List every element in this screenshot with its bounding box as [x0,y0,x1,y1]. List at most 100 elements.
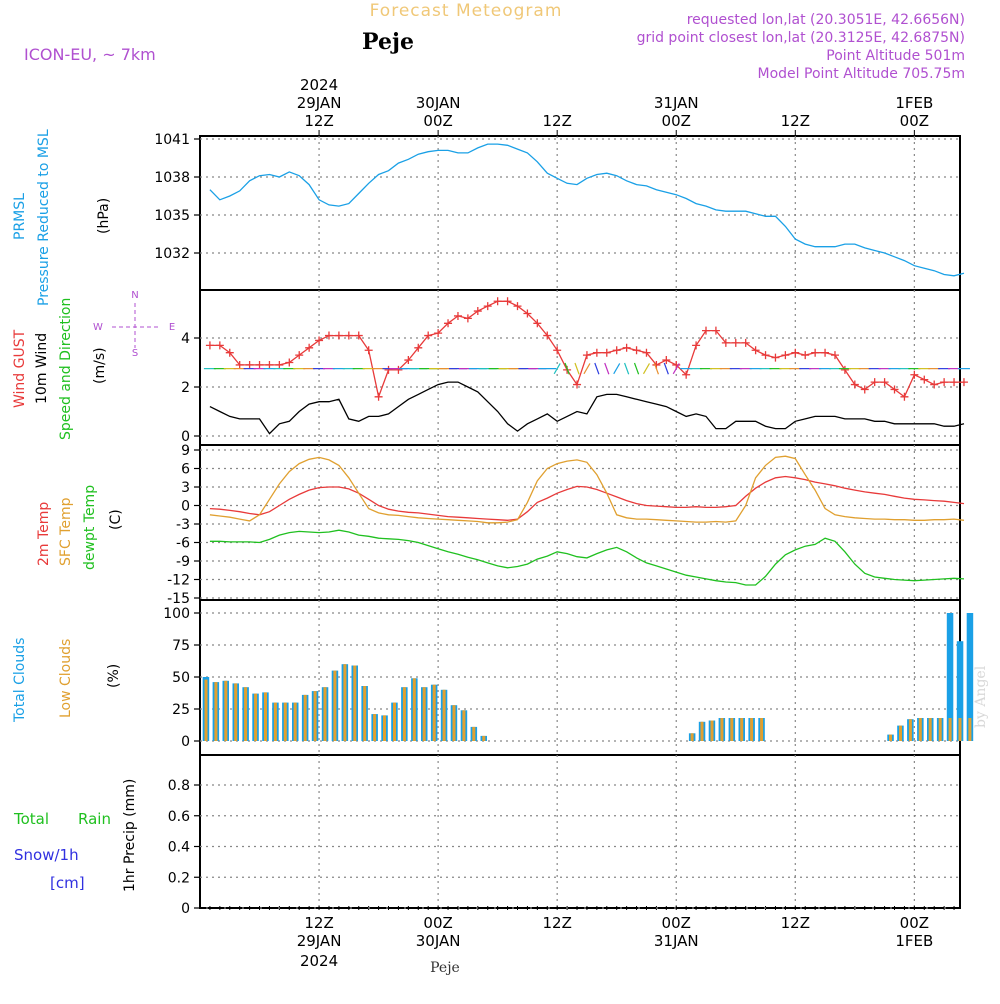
gust-marker [245,360,254,369]
cloud-bar [966,613,974,741]
gust-marker [592,348,601,357]
panel-frame [199,289,961,446]
gust-marker [880,378,889,387]
gust-marker [692,341,701,350]
cloud-bar [472,726,476,741]
cloud-bar [224,680,228,741]
bottom-time-hour: 00Z [423,914,452,932]
cloud-bar [956,641,964,741]
gust-marker [354,331,363,340]
temp-unit: (C) [108,509,124,530]
compass-rose: N S W E [93,290,175,359]
cloud-bar [363,686,367,741]
cloud-bar [482,735,486,741]
gust-marker [215,341,224,350]
y-tick-label: 0.6 [168,809,190,825]
series-line-wind-gust [209,300,964,400]
top-time-year: 2024 [300,76,338,94]
temp-label-3: dewpt Temp [82,485,98,570]
bottom-time-hour: 12Z [781,914,810,932]
top-time-date: 29JAN [297,94,342,112]
requested-coords: requested lon,lat (20.3051E, 42.6656N) [687,12,965,28]
gust-marker [324,331,333,340]
cloud-bar [422,687,426,741]
cloud-bar [254,693,258,741]
y-tick-label: 0 [181,429,190,445]
gust-marker [344,331,353,340]
gust-marker [741,338,750,347]
gust-marker [959,378,968,387]
gust-marker [781,351,790,360]
y-tick-label: 0 [181,734,190,750]
wind-label-2: 10m Wind [34,333,50,404]
gust-marker [473,307,482,316]
gust-marker [255,360,264,369]
gust-marker [900,392,909,401]
cloud-bar [273,702,277,741]
wind-arrow [613,363,621,375]
temp-label-1: 2m Temp [36,502,52,566]
gust-marker [374,392,383,401]
cloud-bar [283,702,287,741]
precip-label-rain: Rain [78,810,111,828]
pressure-label-1: PRMSL [12,193,28,240]
y-tick-label: 1041 [154,132,190,148]
y-tick-label: 4 [181,331,190,347]
precip-label-snow: Snow/1h [14,846,79,864]
gust-marker [285,358,294,367]
gust-marker [305,343,314,352]
pressure-label-2: Pressure Reduced to MSL [36,129,52,306]
y-tick-label: 75 [172,638,190,654]
cloud-bar [313,691,317,741]
gust-marker [453,311,462,320]
wind-arrow [633,362,640,375]
cloud-bar [442,689,446,741]
top-time-hour: 12Z [781,112,810,130]
wind-arrow [604,362,610,375]
cloud-bar [946,613,954,741]
gust-marker [930,380,939,389]
gust-marker [721,338,730,347]
y-tick-label: -6 [176,536,190,552]
gust-marker [642,348,651,357]
y-tick-label: -9 [176,554,190,570]
gust-marker [821,348,830,357]
gust-marker [950,378,959,387]
top-time-hour: 00Z [662,112,691,130]
footer-location: Peje [430,960,460,976]
gust-marker [582,351,591,360]
top-time-date: 31JAN [654,94,699,112]
cloud-bar [948,718,952,741]
cloud-bar [432,684,436,741]
wind-arrow [624,362,630,375]
gust-marker [463,314,472,323]
wind-arrow [653,362,660,375]
top-time-date: 1FEB [895,94,933,112]
compass-n: N [131,290,138,301]
gust-marker [711,326,720,335]
y-tick-label: -12 [167,573,190,589]
gust-marker [751,346,760,355]
cloud-bar [938,718,942,741]
point-altitude: Point Altitude 501m [826,48,965,64]
bottom-time-date: 1FEB [895,932,933,950]
top-time-date: 30JAN [416,94,461,112]
chart-title: Forecast Meteogram [370,1,563,21]
wind-arrow [663,362,669,375]
cloud-bar [244,687,248,741]
bottom-time-year: 2024 [300,952,338,970]
gust-marker [275,360,284,369]
top-time-hour: 00Z [900,112,929,130]
y-tick-label: 50 [172,670,190,686]
wind-arrow [574,362,580,375]
gust-marker [830,351,839,360]
y-tick-label: 6 [181,462,190,478]
cloud-bar [353,665,357,741]
y-tick-label: 1035 [154,208,190,224]
y-tick-label: 9 [181,443,190,459]
precip-label-total: Total [13,810,49,828]
cloud-bar [700,721,704,741]
cloud-label-1: Total Clouds [12,638,28,723]
compass-s: S [132,348,138,359]
